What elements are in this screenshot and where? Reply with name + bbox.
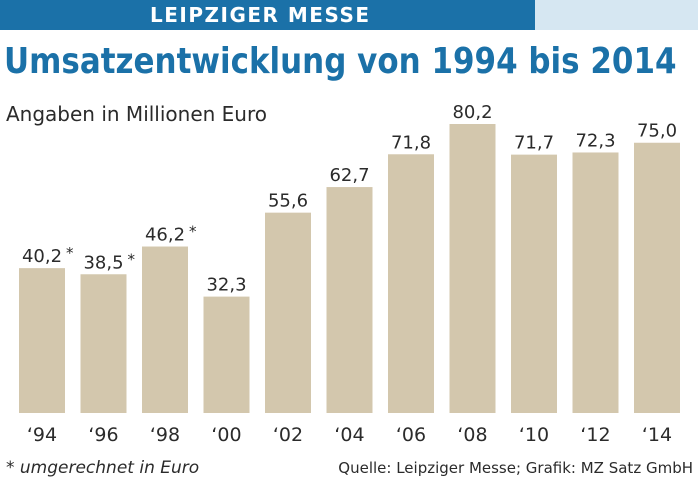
value-label-0: 40,2: [22, 246, 62, 267]
value-label-6: 71,8: [391, 132, 431, 153]
bar-7: [449, 124, 496, 413]
value-label-2: 46,2: [145, 225, 185, 246]
bar-10: [634, 142, 680, 413]
x-tick-4: ‘02: [273, 424, 303, 446]
asterisk-2: *: [189, 223, 197, 241]
source-credit: Quelle: Leipziger Messe; Grafik: MZ Satz…: [338, 459, 693, 477]
chart-title: Umsatzentwicklung von 1994 bis 2014: [4, 41, 677, 82]
bar-5: [326, 187, 373, 413]
value-label-8: 71,7: [514, 133, 554, 154]
x-tick-6: ‘06: [396, 424, 426, 446]
x-tick-1: ‘96: [88, 424, 118, 446]
x-tick-5: ‘04: [334, 424, 364, 446]
value-label-1: 38,5: [83, 252, 123, 273]
value-label-5: 62,7: [329, 165, 369, 186]
bar-9: [572, 152, 619, 413]
x-tick-3: ‘00: [211, 424, 241, 446]
x-tick-9: ‘12: [580, 424, 610, 446]
bar-4: [265, 212, 311, 413]
asterisk-1: *: [128, 250, 136, 268]
bar-3: [203, 296, 250, 413]
value-label-4: 55,6: [268, 191, 308, 212]
footnote: * umgerechnet in Euro: [6, 458, 200, 478]
value-label-10: 75,0: [637, 121, 677, 142]
bar-1: [80, 274, 127, 413]
x-tick-0: ‘94: [27, 424, 57, 446]
bar-6: [388, 154, 434, 413]
bar-0: [19, 268, 65, 413]
x-tick-8: ‘10: [519, 424, 549, 446]
value-label-7: 80,2: [452, 102, 492, 123]
x-tick-7: ‘08: [457, 424, 487, 446]
x-tick-10: ‘14: [642, 424, 672, 446]
kicker-box: LEIPZIGER MESSE: [0, 0, 535, 30]
chart-subtitle: Angaben in Millionen Euro: [6, 102, 267, 126]
asterisk-0: *: [66, 244, 74, 262]
x-tick-2: ‘98: [150, 424, 180, 446]
kicker-label: LEIPZIGER MESSE: [150, 3, 371, 27]
value-label-9: 72,3: [575, 130, 615, 151]
bar-8: [511, 154, 557, 413]
value-label-3: 32,3: [206, 275, 246, 296]
bar-2: [142, 246, 188, 413]
